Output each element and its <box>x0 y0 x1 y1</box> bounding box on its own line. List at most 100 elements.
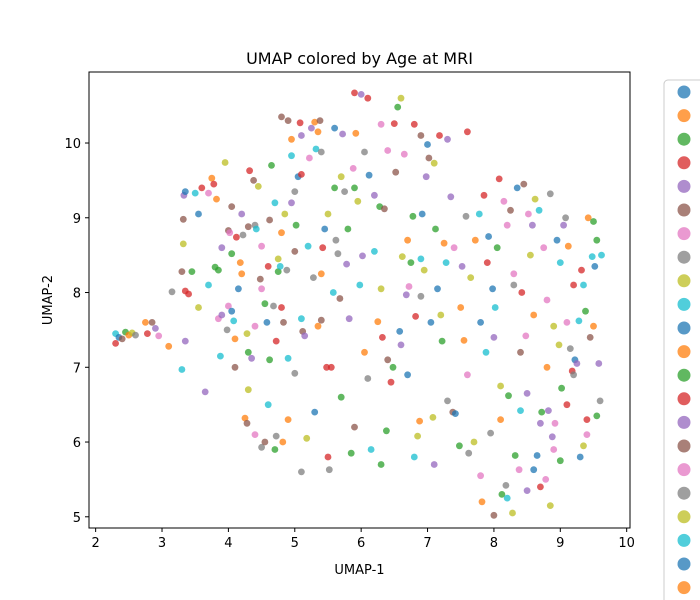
scatter-point <box>531 195 539 203</box>
scatter-point <box>553 236 561 244</box>
scatter-point <box>464 371 471 379</box>
scatter-point <box>317 148 325 156</box>
scatter-point <box>344 225 352 233</box>
scatter-point <box>361 348 368 356</box>
scatter-point <box>351 89 358 97</box>
scatter-point <box>356 281 364 289</box>
scatter-point <box>487 429 494 437</box>
scatter-point <box>361 148 368 156</box>
legend-marker <box>677 85 691 99</box>
scatter-point <box>351 184 358 192</box>
x-tick-label: 9 <box>556 536 564 551</box>
scatter-point <box>444 397 451 405</box>
scatter-point <box>424 141 431 148</box>
legend-marker <box>677 463 691 477</box>
scatter-point <box>540 244 548 252</box>
scatter-point <box>244 386 252 394</box>
scatter-point <box>398 253 406 260</box>
scatter-point <box>505 392 512 400</box>
scatter-point <box>556 457 564 465</box>
scatter-point <box>291 188 299 196</box>
legend-marker <box>677 203 691 217</box>
scatter-point <box>437 311 445 319</box>
scatter-point <box>364 375 372 382</box>
scatter-point <box>596 397 604 405</box>
scatter-point <box>178 366 186 373</box>
scatter-point <box>400 150 408 158</box>
scatter-point <box>530 466 538 474</box>
legend-marker <box>677 392 691 406</box>
scatter-point <box>228 250 236 258</box>
legend-marker <box>677 227 691 241</box>
scatter-point <box>523 487 531 494</box>
scatter-point <box>298 315 305 323</box>
scatter-point <box>288 152 295 160</box>
scatter-point <box>331 184 338 192</box>
scatter-point <box>364 94 372 102</box>
scatter-point <box>477 319 484 326</box>
scatter-point <box>491 304 499 311</box>
legend-marker <box>677 557 691 571</box>
legend-box <box>663 79 700 600</box>
x-tick-label: 4 <box>224 536 232 551</box>
x-tick-label: 8 <box>490 536 498 551</box>
scatter-point <box>367 446 375 453</box>
scatter-point <box>205 281 212 289</box>
scatter-point <box>485 233 492 240</box>
scatter-point <box>535 206 543 214</box>
scatter-point <box>538 408 546 416</box>
scatter-point <box>513 184 521 192</box>
scatter-point <box>298 132 305 139</box>
scatter-point <box>281 210 289 218</box>
scatter-point <box>511 452 519 459</box>
scatter-point <box>442 259 450 266</box>
scatter-point <box>332 236 340 244</box>
scatter-point <box>213 195 220 203</box>
scatter-point <box>264 401 272 409</box>
scatter-point <box>231 335 239 343</box>
scatter-point <box>548 433 556 441</box>
scatter-point <box>324 453 332 461</box>
scatter-point <box>306 154 313 162</box>
scatter-point <box>323 363 330 371</box>
scatter-point <box>272 337 280 345</box>
scatter-point <box>244 223 252 231</box>
scatter-point <box>250 177 257 184</box>
scatter-point <box>450 244 458 252</box>
scatter-point <box>210 180 218 188</box>
x-tick-label: 10 <box>618 536 635 551</box>
scatter-point <box>517 407 524 414</box>
y-tick-label: 9 <box>73 212 81 227</box>
scatter-point <box>407 259 415 266</box>
scatter-point <box>429 414 437 421</box>
scatter-point <box>447 193 455 201</box>
scatter-point <box>593 236 601 244</box>
scatter-point <box>590 322 597 330</box>
scatter-point <box>392 168 400 176</box>
scatter-point <box>329 289 337 296</box>
scatter-point <box>384 147 392 154</box>
scatter-point <box>228 203 236 211</box>
scatter-point <box>256 275 264 283</box>
scatter-point <box>543 363 551 371</box>
legend-marker <box>677 510 691 524</box>
scatter-point <box>258 242 265 250</box>
scatter-point <box>483 259 491 266</box>
scatter-point <box>575 317 583 325</box>
scatter-point <box>312 145 320 153</box>
scatter-points <box>112 89 605 519</box>
scatter-point <box>564 242 572 250</box>
scatter-point <box>258 443 265 451</box>
scatter-point <box>325 466 333 474</box>
scatter-point <box>331 124 338 132</box>
scatter-point <box>337 173 345 181</box>
scatter-point <box>517 348 524 356</box>
y-axis-ticks: 5 6 7 8 9 10 <box>64 137 89 526</box>
scatter-point <box>341 188 348 196</box>
scatter-point <box>542 476 550 483</box>
scatter-point <box>317 316 325 324</box>
scatter-point <box>270 302 277 310</box>
scatter-point <box>321 225 329 233</box>
scatter-point <box>239 231 247 239</box>
scatter-point <box>527 251 534 259</box>
